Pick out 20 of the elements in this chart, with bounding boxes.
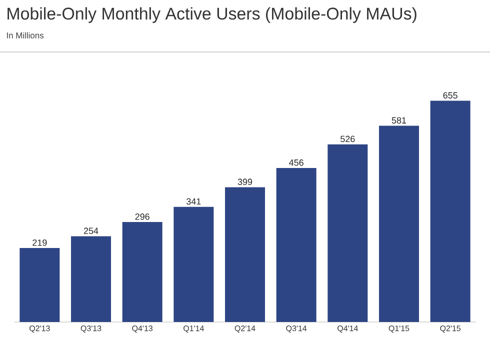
bar <box>430 100 470 322</box>
bar <box>122 222 162 322</box>
chart-subtitle: In Millions <box>6 32 44 38</box>
data-label: 399 <box>238 178 252 186</box>
bar <box>71 236 112 322</box>
chart-title: Mobile-Only Monthly Active Users (Mobile-Only MAUs) <box>8 7 416 23</box>
bar <box>378 126 419 322</box>
data-label: 341 <box>186 198 201 205</box>
bar <box>20 248 60 322</box>
data-label: 219 <box>32 239 47 246</box>
bar <box>225 187 265 322</box>
data-label: 526 <box>340 136 355 142</box>
data-label: 456 <box>289 159 304 166</box>
bar <box>276 168 316 322</box>
bar <box>174 206 214 322</box>
bar <box>328 144 368 322</box>
data-label: 655 <box>443 92 458 99</box>
data-label: 581 <box>392 117 406 124</box>
data-label: 296 <box>135 213 150 220</box>
data-label: 254 <box>84 228 98 234</box>
